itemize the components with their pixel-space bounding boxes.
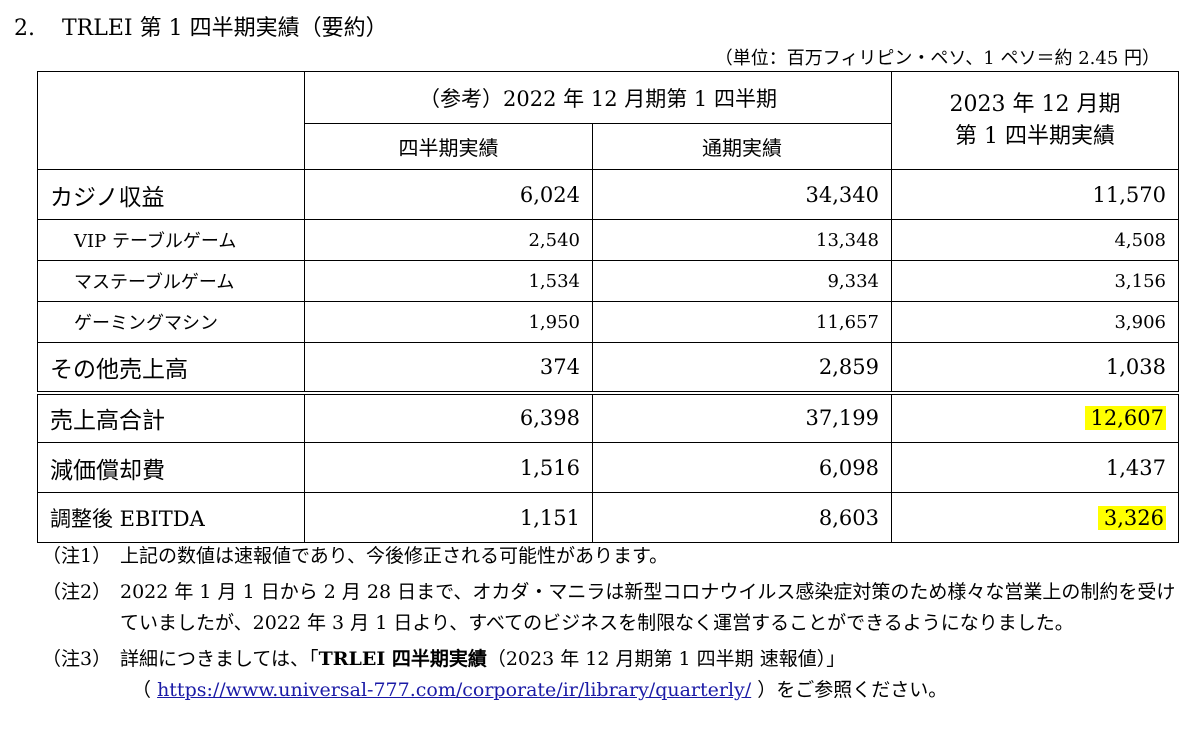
row-label: 売上高合計 bbox=[37, 392, 305, 443]
note-text-line: 詳細につきましては、「TRLEI 四半期実績（2023 年 12 月期第 1 四… bbox=[120, 644, 1182, 675]
results-table: （参考）2022 年 12 月期第 1 四半期 2023 年 12 月期 第 1… bbox=[37, 71, 1179, 543]
row-label: VIP テーブルゲーム bbox=[37, 219, 305, 261]
value-q2023-cell: 12,607 bbox=[891, 392, 1179, 443]
value-q2022: 1,534 bbox=[304, 260, 593, 302]
note-1: （注1） 上記の数値は速報値であり、今後修正される可能性があります。 bbox=[42, 541, 1182, 572]
row-label: マステーブルゲーム bbox=[37, 260, 305, 302]
value-fy2022: 34,340 bbox=[592, 169, 892, 220]
note-text-before: 詳細につきましては、「 bbox=[120, 648, 319, 670]
note-tag: （注1） bbox=[42, 545, 112, 567]
value-q2022: 6,398 bbox=[304, 392, 593, 443]
note-text-bold: TRLEI 四半期実績 bbox=[318, 648, 487, 670]
value-fy2022: 11,657 bbox=[592, 301, 892, 343]
header-row-2: 四半期実績 通期実績 bbox=[38, 123, 1179, 170]
header-2023-line2: 第 1 四半期実績 bbox=[955, 123, 1115, 149]
header-row-1: （参考）2022 年 12 月期第 1 四半期 2023 年 12 月期 第 1… bbox=[37, 71, 1179, 170]
row-label: ゲーミングマシン bbox=[37, 301, 305, 343]
table-row-gaming-machines: ゲーミングマシン 1,950 11,657 3,906 bbox=[37, 301, 1179, 343]
table-row-adjusted-ebitda: 調整後 EBITDA 1,151 8,603 3,326 bbox=[37, 492, 1179, 543]
value-fy2022: 6,098 bbox=[592, 442, 892, 493]
highlighted-value: 12,607 bbox=[1084, 406, 1166, 431]
header-quarter-results: 四半期実績 bbox=[304, 123, 593, 170]
header-2023-line1: 2023 年 12 月期 bbox=[949, 91, 1121, 117]
value-fy2022: 37,199 bbox=[592, 392, 892, 443]
header-blank-cell bbox=[37, 71, 305, 170]
note-2: （注2） 2022 年 1 月 1 日から 2 月 28 日まで、オカダ・マニラ… bbox=[42, 577, 1182, 639]
note-3: （注3） 詳細につきましては、「TRLEI 四半期実績（2023 年 12 月期… bbox=[42, 644, 1182, 706]
value-fy2022: 9,334 bbox=[592, 260, 892, 302]
row-label: カジノ収益 bbox=[37, 169, 305, 220]
value-q2023: 1,038 bbox=[891, 342, 1179, 395]
quarterly-results-link[interactable]: https://www.universal-777.com/corporate/… bbox=[157, 679, 752, 701]
table-row-total-revenue: 売上高合計 6,398 37,199 12,607 bbox=[37, 392, 1179, 443]
value-fy2022: 13,348 bbox=[592, 219, 892, 261]
value-q2022: 1,950 bbox=[304, 301, 593, 343]
note-text: 上記の数値は速報値であり、今後修正される可能性があります。 bbox=[120, 545, 669, 567]
header-2022-q1: （参考）2022 年 12 月期第 1 四半期 bbox=[304, 71, 892, 124]
section-title: TRLEI 第 1 四半期実績（要約） bbox=[62, 16, 388, 41]
link-close-text: ）をご参照ください。 bbox=[757, 679, 948, 701]
note-text: 2022 年 1 月 1 日から 2 月 28 日まで、オカダ・マニラは新型コロ… bbox=[120, 581, 1176, 634]
value-q2023: 3,156 bbox=[891, 260, 1179, 302]
note-tag: （注3） bbox=[42, 648, 112, 670]
value-fy2022: 2,859 bbox=[592, 342, 892, 395]
table-row-casino-revenue: カジノ収益 6,024 34,340 11,570 bbox=[37, 169, 1179, 220]
row-label: その他売上高 bbox=[37, 342, 305, 395]
note-tag: （注2） bbox=[42, 581, 112, 603]
header-fullyear-results: 通期実績 bbox=[592, 123, 892, 170]
value-q2022: 1,516 bbox=[304, 442, 593, 493]
table-row-depreciation: 減価償却費 1,516 6,098 1,437 bbox=[37, 442, 1179, 493]
value-q2023: 4,508 bbox=[891, 219, 1179, 261]
section-number: 2. bbox=[14, 16, 35, 41]
value-q2022: 1,151 bbox=[304, 492, 593, 543]
table-row-mass-table: マステーブルゲーム 1,534 9,334 3,156 bbox=[37, 260, 1179, 302]
link-open-paren: （ bbox=[132, 679, 152, 701]
value-q2023: 1,437 bbox=[891, 442, 1179, 493]
row-label: 調整後 EBITDA bbox=[37, 492, 305, 543]
value-q2022: 2,540 bbox=[304, 219, 593, 261]
section-heading: 2. TRLEI 第 1 四半期実績（要約） bbox=[14, 10, 388, 42]
value-fy2022: 8,603 bbox=[592, 492, 892, 543]
value-q2022: 6,024 bbox=[304, 169, 593, 220]
note-text-after: （2023 年 12 月期第 1 四半期 速報値）」 bbox=[486, 648, 846, 670]
table-row-vip-table: VIP テーブルゲーム 2,540 13,348 4,508 bbox=[37, 219, 1179, 261]
unit-note: （単位：百万フィリピン・ペソ、1 ペソ＝約 2.45 円） bbox=[714, 48, 1160, 69]
value-q2023: 3,906 bbox=[891, 301, 1179, 343]
table-row-other-revenue: その他売上高 374 2,859 1,038 bbox=[37, 342, 1179, 395]
value-q2023-cell: 3,326 bbox=[891, 492, 1179, 543]
highlighted-value: 3,326 bbox=[1097, 505, 1166, 530]
value-q2023: 11,570 bbox=[891, 169, 1179, 220]
header-2023-q1: 2023 年 12 月期 第 1 四半期実績 bbox=[891, 71, 1179, 170]
note-link-line: （ https://www.universal-777.com/corporat… bbox=[120, 675, 1182, 706]
value-q2022: 374 bbox=[304, 342, 593, 395]
row-label: 減価償却費 bbox=[37, 442, 305, 493]
notes-section: （注1） 上記の数値は速報値であり、今後修正される可能性があります。 （注2） … bbox=[42, 541, 1182, 711]
